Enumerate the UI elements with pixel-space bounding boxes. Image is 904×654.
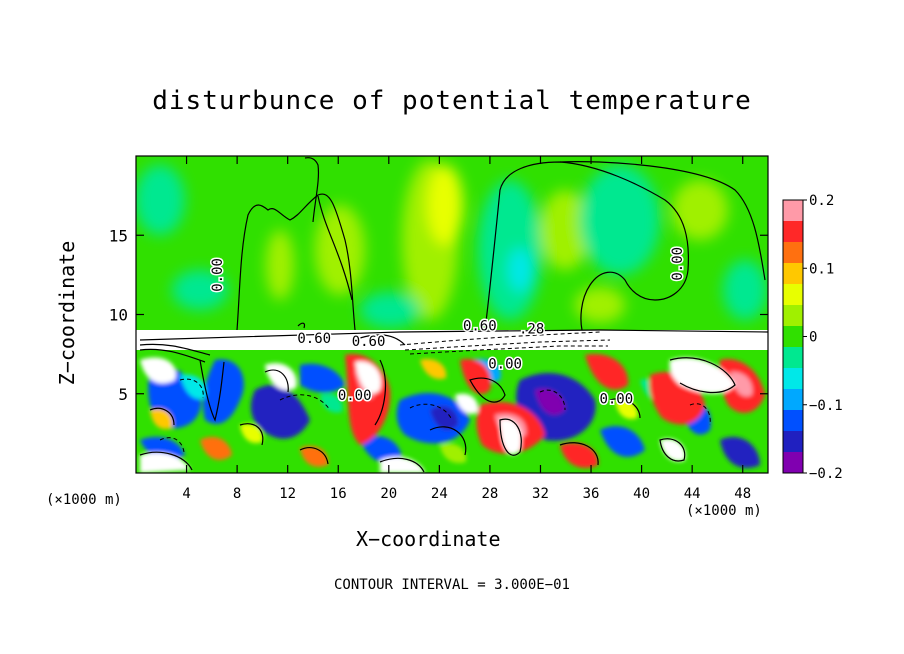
contour-label: .28 [519, 322, 544, 338]
colorbar-tick-label: −0.1 [809, 398, 843, 414]
colorbar-swatch [783, 410, 803, 432]
colorbar: 0.2 0.1 0 −0.1 −0.2 [782, 193, 843, 482]
contour-lines-dashed [159, 331, 711, 453]
contour-label: 0.00 [210, 258, 226, 292]
contour-label: 0.60 [297, 331, 331, 347]
colorbar-swatch [783, 305, 803, 327]
contour-label-halo: 0.00 [599, 391, 633, 407]
contour-label-halo: 0.60 [352, 334, 386, 350]
x-unit-label-right: (×1000 m) [686, 503, 762, 519]
contour-label: 0.00 [338, 388, 372, 404]
x-tick-label: 8 [233, 486, 241, 502]
contour-labels: 0.000.00 0.000.000.600.60 0.600.600.600.60… [208, 245, 687, 408]
colorbar-swatch [783, 242, 803, 264]
colorbar-tick-label: −0.2 [809, 466, 843, 482]
contour-label: 0.60 [352, 334, 386, 350]
colorbar-tick-label: 0.2 [809, 193, 834, 209]
colorbar-tick-label: 0.1 [809, 261, 834, 277]
contour-lines [139, 157, 768, 473]
x-tick-label: 32 [532, 486, 549, 502]
x-tick-label: 20 [380, 486, 397, 502]
y-tick-label: 15 [109, 226, 128, 245]
x-axis: 4 8 12 16 20 24 28 32 36 40 44 48 [182, 156, 751, 502]
colorbar-swatch [783, 347, 803, 369]
colorbar-swatch [783, 431, 803, 453]
contour-label-halo: .28 [519, 322, 544, 338]
colorbar-swatch [783, 284, 803, 306]
x-tick-label: 28 [481, 486, 498, 502]
colorbar-swatch [783, 200, 803, 222]
x-tick-label: 4 [182, 486, 190, 502]
x-tick-label: 40 [633, 486, 650, 502]
colorbar-swatch [783, 368, 803, 390]
colorbar-swatch [783, 326, 803, 348]
contour-label: 0.00 [670, 247, 686, 281]
contour-label-halo: 0.00 [210, 258, 226, 292]
colorbar-swatch [783, 452, 803, 474]
x-axis-label: X−coordinate [356, 527, 501, 551]
x-tick-label: 36 [583, 486, 600, 502]
chart-title: disturbunce of potential temperature [152, 86, 752, 116]
y-axis: 5 10 15 [109, 226, 768, 404]
colorbar-tick-label: 0 [809, 330, 817, 346]
colorbar-swatch [783, 221, 803, 243]
heatmap-field [136, 156, 768, 473]
x-tick-label: 44 [684, 486, 701, 502]
colorbar-swatch [783, 263, 803, 285]
contour-label-halo: 0.00 [670, 247, 686, 281]
contour-label-halo: 0.00 [338, 388, 372, 404]
x-tick-label: 12 [279, 486, 296, 502]
y-axis-label: Z−coordinate [55, 240, 79, 386]
contour-label-halo: 0.00 [488, 356, 522, 372]
contour-label: 0.60 [463, 318, 497, 334]
contour-label-halo: 0.60 [463, 318, 497, 334]
contour-label: 0.00 [599, 391, 633, 407]
x-unit-label-left: (×1000 m) [46, 492, 122, 508]
x-tick-label: 48 [734, 486, 751, 502]
contour-label: 0.00 [488, 356, 522, 372]
x-tick-label: 16 [330, 486, 347, 502]
x-tick-label: 24 [431, 486, 448, 502]
y-tick-label: 10 [109, 306, 128, 325]
contour-label-halo: 0.60 [297, 331, 331, 347]
y-tick-label: 5 [118, 385, 128, 404]
contour-interval-text: CONTOUR INTERVAL = 3.000E−01 [333, 577, 570, 593]
colorbar-swatch [783, 389, 803, 411]
